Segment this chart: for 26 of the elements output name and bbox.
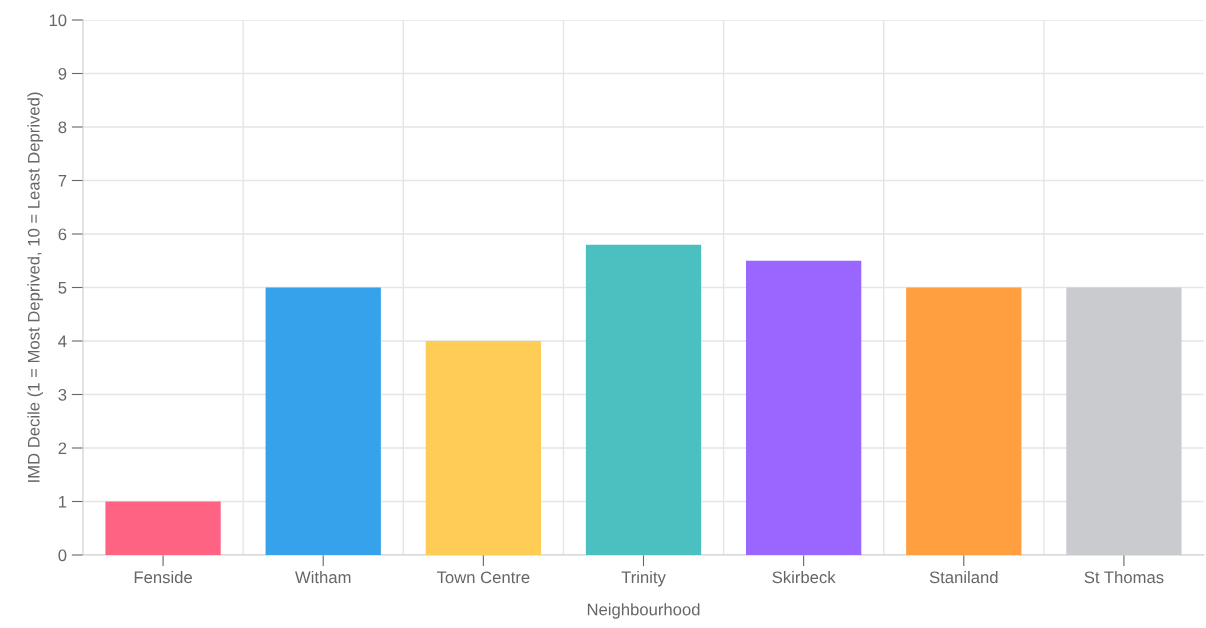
y-axis-title: IMD Decile (1 = Most Deprived, 10 = Least Deprived) (27, 92, 43, 482)
bar (105, 501, 221, 555)
bar (585, 244, 702, 555)
x-tick-label: Fenside (134, 570, 192, 584)
bar (745, 260, 862, 555)
bar (906, 287, 1022, 555)
x-axis-title: Neighbourhood (587, 603, 700, 619)
y-tick-label: 2 (58, 442, 67, 455)
y-tick-label: 8 (58, 121, 67, 134)
x-tick-label: Skirbeck (772, 570, 836, 584)
y-tick-label: 5 (58, 282, 67, 294)
x-tick-label: Trinity (621, 570, 666, 587)
x-tick-label: Witham (295, 570, 351, 584)
y-tick-label: 10 (49, 14, 67, 27)
x-tick-label: Town Centre (436, 571, 530, 584)
y-tick-label: 7 (58, 175, 67, 187)
bar (265, 287, 381, 555)
y-tick-label: 3 (58, 388, 67, 401)
y-tick-label: 9 (58, 67, 67, 80)
bar (425, 341, 542, 555)
y-tick-label: 1 (59, 496, 67, 508)
x-tick-label: Staniland (929, 570, 998, 584)
y-tick-label: 4 (58, 335, 67, 348)
y-tick-label: 6 (58, 228, 67, 241)
y-tick-label: 0 (58, 549, 67, 562)
x-tick-label: St Thomas (1084, 570, 1164, 584)
